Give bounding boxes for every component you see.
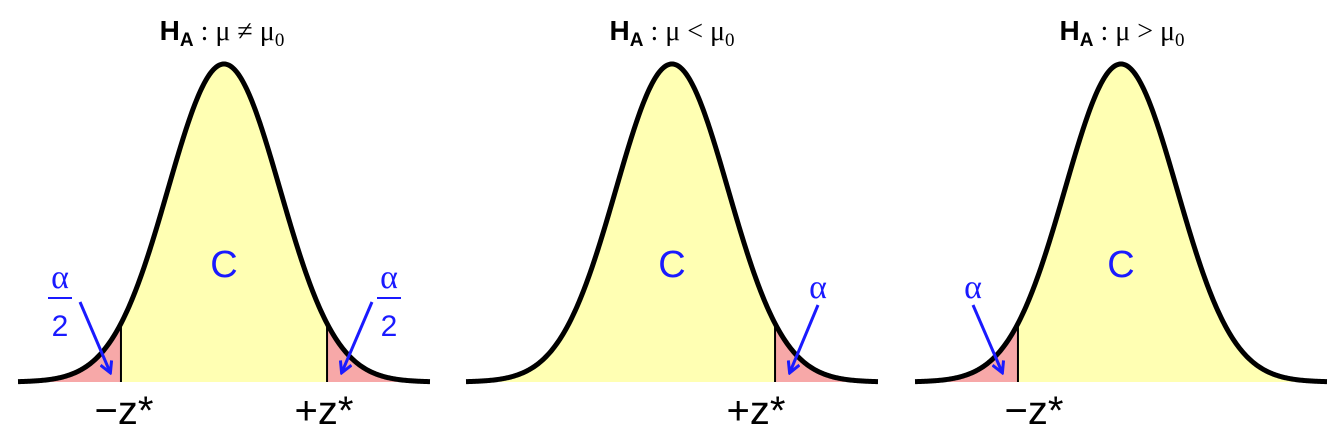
alpha-half-right: α 2 — [342, 259, 401, 372]
alpha-symbol: α — [809, 269, 827, 306]
alpha-symbol: α — [380, 259, 398, 296]
rejection-region-right — [775, 323, 878, 382]
acceptance-region — [466, 64, 776, 382]
panel-two-tailed: HA : μ ≠ μ0 C α 2 α 2 −z* +z* — [17, 15, 431, 433]
panel-left-tailed: HA : μ < μ0 C α +z* — [465, 15, 879, 433]
z-critical-right: +z* — [295, 389, 354, 433]
z-critical-left: −z* — [95, 389, 154, 433]
alpha-right: α — [790, 269, 827, 372]
confidence-label: C — [1107, 244, 1134, 286]
panel-title: HA : μ ≠ μ0 — [160, 15, 285, 51]
rejection-region-left — [18, 325, 121, 382]
panel-right-tailed: HA : μ > μ0 C α −z* — [914, 15, 1328, 433]
acceptance-region — [1017, 64, 1327, 382]
normal-curve — [914, 61, 1328, 385]
arrow — [342, 301, 374, 372]
acceptance-region — [120, 64, 328, 382]
z-critical-right: +z* — [727, 389, 786, 433]
alpha-half-left: α 2 — [48, 259, 110, 372]
panel-title: HA : μ < μ0 — [609, 15, 734, 51]
confidence-label: C — [210, 244, 237, 286]
normal-curve — [465, 61, 879, 385]
confidence-label: C — [658, 244, 685, 286]
panel-title: HA : μ > μ0 — [1059, 15, 1184, 51]
z-critical-left: −z* — [1005, 389, 1064, 433]
arrow — [790, 304, 820, 372]
rejection-region-right — [327, 323, 430, 382]
alpha-symbol: α — [964, 269, 982, 306]
alpha-left: α — [964, 269, 1002, 372]
arrow — [78, 301, 110, 372]
arrow — [971, 304, 1002, 372]
normal-curve — [17, 61, 431, 385]
alpha-denominator: 2 — [381, 310, 398, 343]
alpha-denominator: 2 — [52, 310, 69, 343]
alpha-symbol: α — [51, 259, 69, 296]
